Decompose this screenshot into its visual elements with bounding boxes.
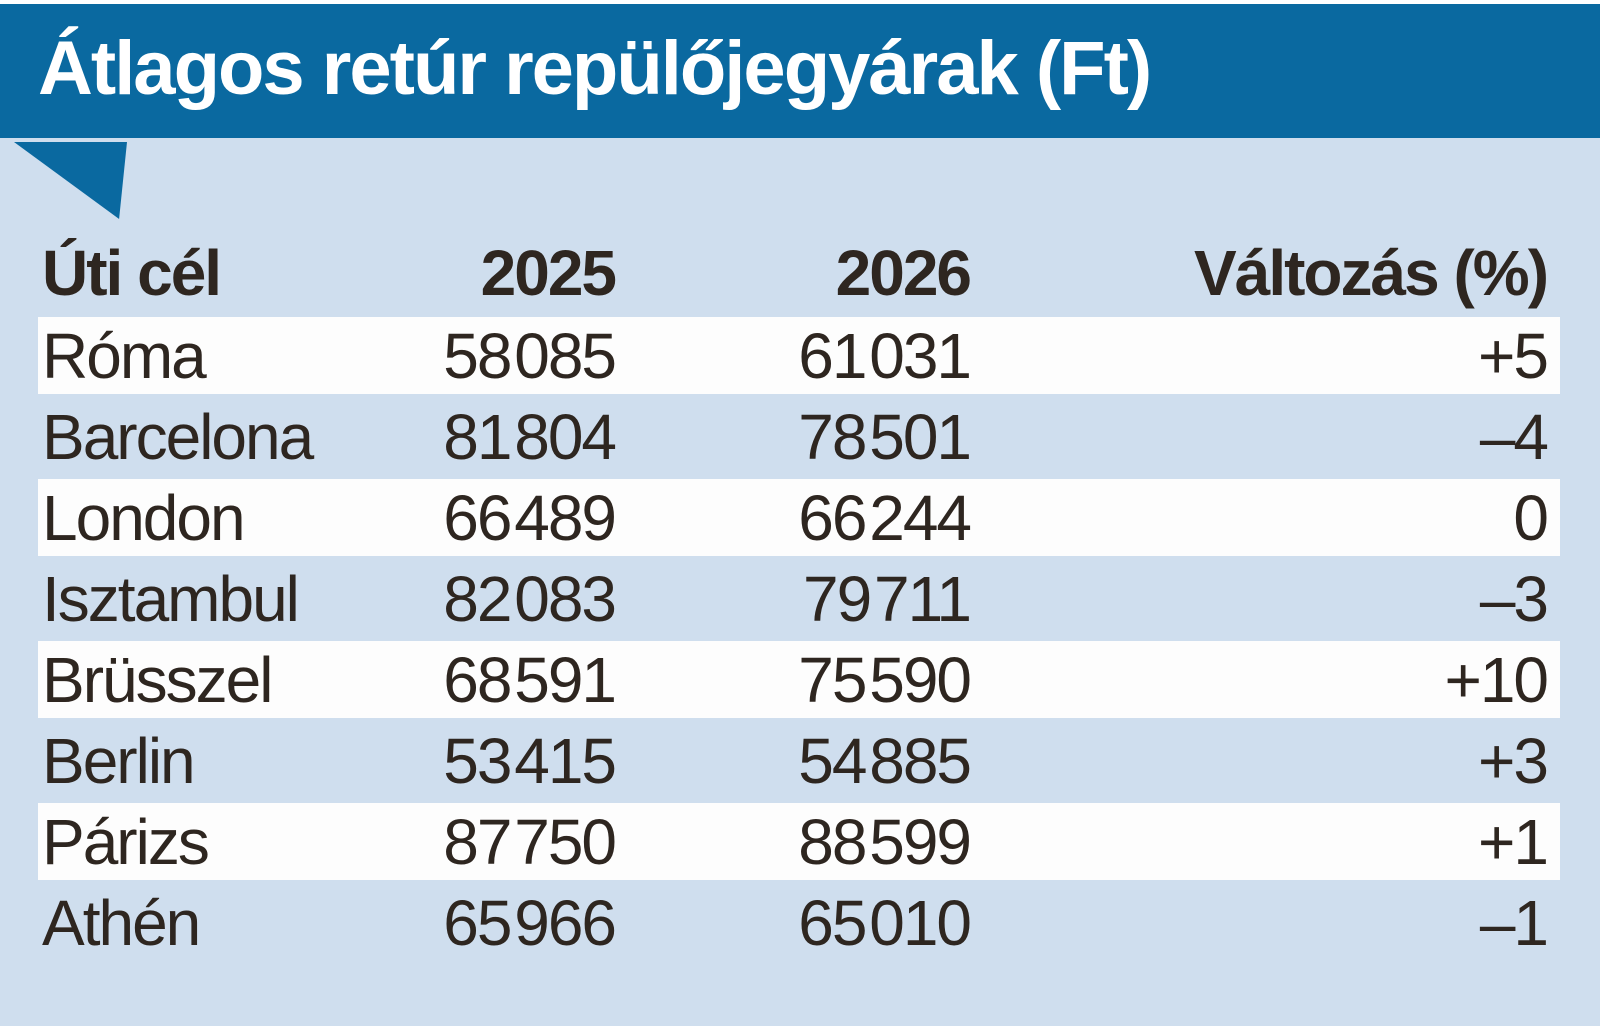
- destination-cell: Isztambul: [42, 562, 300, 635]
- price-2025-cell: 66 489: [443, 481, 617, 554]
- change-cell: –4: [1479, 400, 1549, 473]
- price-2026-cell: 88 599: [798, 805, 972, 878]
- table-row: Isztambul 82 083 79 711 –3: [38, 558, 1560, 639]
- destination-cell: Berlin: [42, 724, 196, 797]
- price-2026-cell: 61 031: [798, 319, 972, 392]
- price-2025-cell: 81 804: [443, 400, 617, 473]
- destination-cell: Brüsszel: [42, 643, 273, 716]
- change-cell: +1: [1478, 805, 1549, 878]
- table-row: London 66 489 66 244 0: [38, 477, 1560, 558]
- destination-cell: Barcelona: [42, 400, 314, 473]
- price-table: Úti cél 2025 2026 Változás (%) Róma 58 0…: [0, 230, 1600, 963]
- table-row: Brüsszel 68 591 75 590 +10: [38, 639, 1560, 720]
- price-2026-cell: 79 711: [803, 562, 972, 635]
- price-2025-cell: 58 085: [443, 319, 617, 392]
- page-title: Átlagos retúr repülőjegyárak (Ft): [38, 25, 1152, 111]
- table-row: Párizs 87 750 88 599 +1: [38, 801, 1560, 882]
- table-row: Athén 65 966 65 010 –1: [38, 882, 1560, 963]
- table-row: Róma 58 085 61 031 +5: [38, 315, 1560, 396]
- change-cell: 0: [1513, 481, 1549, 554]
- table-header-row: Úti cél 2025 2026 Változás (%): [38, 230, 1560, 315]
- speech-bubble-tail: [14, 142, 127, 219]
- change-cell: +5: [1478, 319, 1549, 392]
- destination-cell: Athén: [42, 886, 201, 959]
- destination-cell: Párizs: [42, 805, 210, 878]
- price-2026-cell: 75 590: [798, 643, 972, 716]
- destination-cell: London: [42, 481, 246, 554]
- price-2025-cell: 87 750: [443, 805, 617, 878]
- table-row: Berlin 53 415 54 885 +3: [38, 720, 1560, 801]
- price-2026-cell: 66 244: [798, 481, 972, 554]
- price-2026-cell: 65 010: [798, 886, 972, 959]
- destination-cell: Róma: [42, 319, 207, 392]
- column-header-destination: Úti cél: [42, 236, 222, 309]
- table-row: Barcelona 81 804 78 501 –4: [38, 396, 1560, 477]
- price-2025-cell: 65 966: [443, 886, 617, 959]
- price-2025-cell: 53 415: [443, 724, 617, 797]
- price-2025-cell: 68 591: [443, 643, 617, 716]
- change-cell: –3: [1479, 562, 1549, 635]
- column-header-2026: 2026: [835, 236, 972, 309]
- change-cell: –1: [1479, 886, 1549, 959]
- change-cell: +3: [1478, 724, 1549, 797]
- change-cell: +10: [1444, 643, 1549, 716]
- column-header-change: Változás (%): [1194, 236, 1549, 309]
- price-2025-cell: 82 083: [443, 562, 617, 635]
- column-header-2025: 2025: [480, 236, 617, 309]
- price-2026-cell: 54 885: [798, 724, 972, 797]
- price-2026-cell: 78 501: [798, 400, 972, 473]
- title-bar: Átlagos retúr repülőjegyárak (Ft): [0, 4, 1600, 219]
- top-border-strip: [0, 0, 1600, 4]
